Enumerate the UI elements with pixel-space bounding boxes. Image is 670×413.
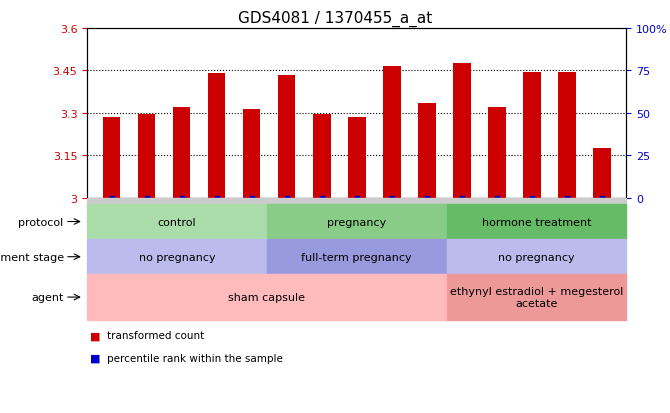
Bar (418, 104, 436, 198)
Bar (243, 109, 261, 198)
Bar (523, 73, 541, 198)
Bar (488, 108, 506, 198)
Text: sham capsule: sham capsule (228, 292, 306, 302)
Text: protocol: protocol (18, 217, 64, 227)
Text: agent: agent (31, 292, 64, 302)
Text: percentile rank within the sample: percentile rank within the sample (107, 353, 283, 363)
Bar (593, 149, 610, 198)
Text: ethynyl estradiol + megesterol
acetate: ethynyl estradiol + megesterol acetate (450, 287, 623, 308)
Text: full-term pregnancy: full-term pregnancy (302, 252, 412, 262)
Bar (453, 64, 470, 198)
Bar (138, 115, 155, 198)
Bar (383, 67, 401, 198)
Bar (173, 108, 190, 198)
Text: ■: ■ (90, 330, 101, 340)
Text: ■: ■ (90, 353, 101, 363)
Text: control: control (157, 217, 196, 227)
Text: development stage: development stage (0, 252, 64, 262)
Bar (278, 76, 295, 198)
Text: hormone treatment: hormone treatment (482, 217, 592, 227)
Text: no pregnancy: no pregnancy (498, 252, 575, 262)
Bar (313, 115, 330, 198)
Text: GDS4081 / 1370455_a_at: GDS4081 / 1370455_a_at (238, 10, 432, 26)
Bar (103, 118, 121, 198)
Text: pregnancy: pregnancy (327, 217, 387, 227)
Bar (558, 73, 576, 198)
Bar (348, 118, 366, 198)
Bar (208, 74, 225, 198)
Text: transformed count: transformed count (107, 330, 204, 340)
Text: no pregnancy: no pregnancy (139, 252, 215, 262)
